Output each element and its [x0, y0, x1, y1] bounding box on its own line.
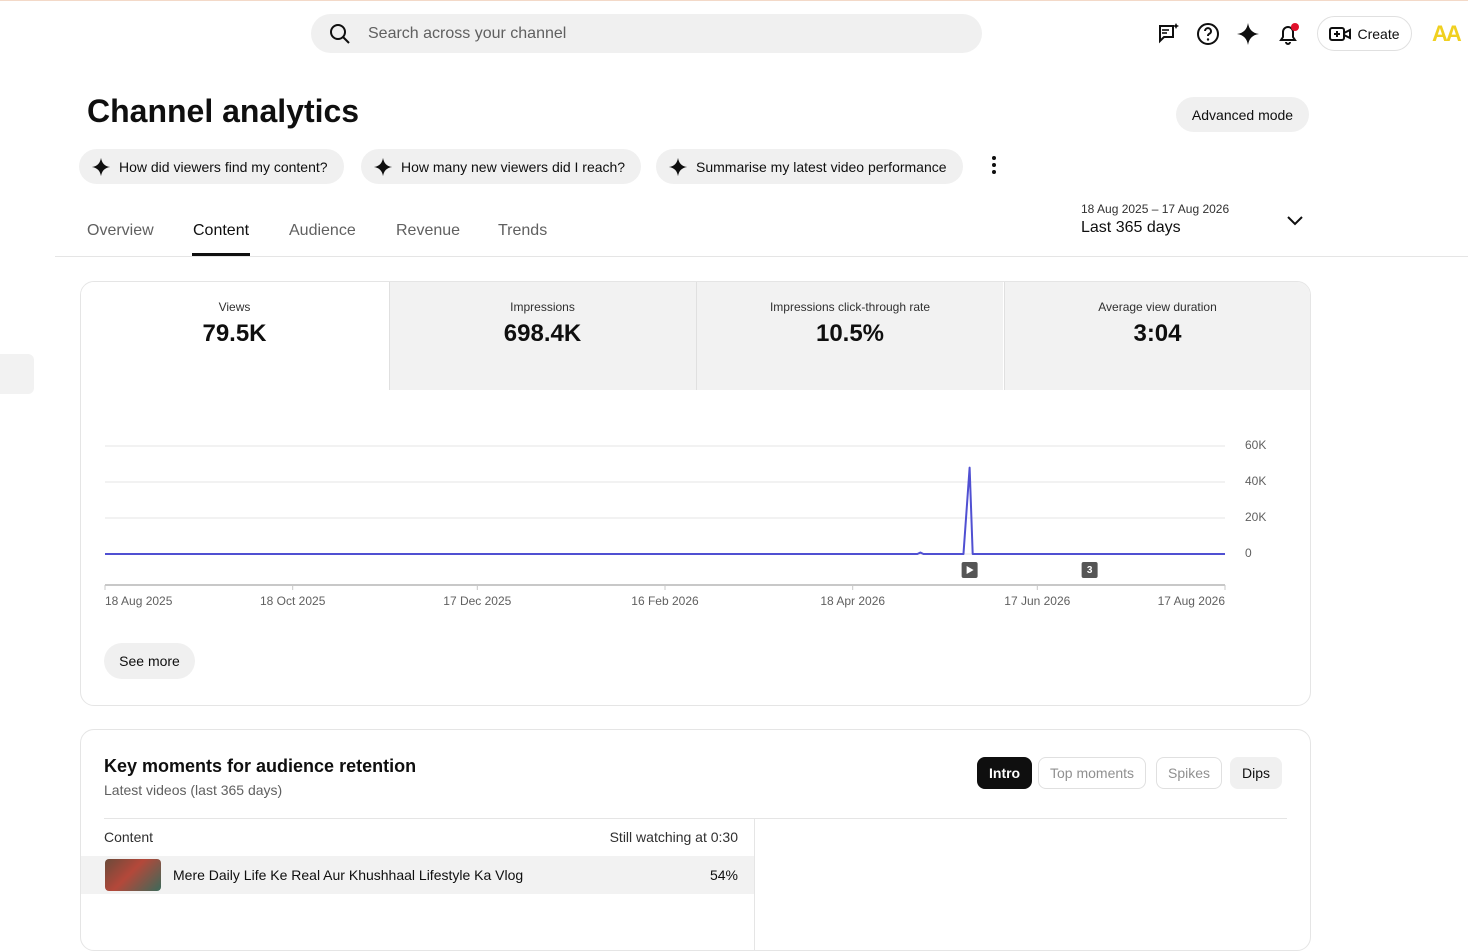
- filter-button[interactable]: Top moments: [1038, 757, 1147, 789]
- chart: 0 20K 40K 60K 18 Aug 2025 18 Oct 2025 17 Dec 2…: [104, 438, 1266, 608]
- metric-label: Impressions: [510, 300, 575, 314]
- page-title: Channel analytics: [87, 93, 360, 129]
- thumbnail: [105, 859, 161, 891]
- metric-value: 79.5K: [202, 320, 267, 347]
- create-button[interactable]: Create: [1317, 16, 1412, 51]
- suggestion-text: Summarise my latest video performance: [696, 158, 947, 175]
- suggestion-chip[interactable]: How many new viewers did I reach?: [361, 149, 642, 184]
- x-tick-label: 18 Oct 2025: [260, 594, 326, 608]
- suggestion-chip[interactable]: How did viewers find my content?: [79, 149, 344, 184]
- x-tick-label: 18 Aug 2025: [105, 594, 173, 608]
- x-tick-label: 17 Aug 2026: [1158, 594, 1226, 608]
- metric-tab[interactable]: Impressions click-through rate 10.5%: [696, 282, 1003, 390]
- column-header: Still watching at 0:30: [609, 829, 738, 845]
- y-tick-label: 20K: [1245, 510, 1266, 524]
- chip-icon: [373, 157, 393, 177]
- date-range-label[interactable]: Last 365 days: [1081, 219, 1181, 236]
- retention-subtitle: Latest videos (last 365 days): [104, 782, 283, 798]
- chip-icon: [668, 157, 688, 177]
- column-divider: [754, 819, 755, 950]
- retention-value: 54%: [709, 867, 738, 883]
- retention-title: Key moments for audience retention: [104, 756, 417, 776]
- tab[interactable]: Revenue: [396, 222, 461, 239]
- tab[interactable]: Audience: [289, 222, 356, 239]
- column-header: Content: [104, 829, 154, 845]
- metric-label: Average view duration: [1098, 300, 1217, 314]
- analytics-card: Views 79.5K Impressions 698.4K Impressions c…: [80, 281, 1311, 706]
- line-series: [105, 466, 1225, 555]
- advanced-mode-button[interactable]: Advanced mode: [1176, 97, 1309, 132]
- search-bar[interactable]: Search across your channel: [311, 14, 982, 53]
- y-tick-label: 40K: [1245, 474, 1266, 488]
- filter-button[interactable]: Spikes: [1156, 757, 1223, 789]
- metric-label: Impressions click-through rate: [769, 300, 931, 314]
- create-label: Create: [1357, 25, 1400, 42]
- y-tick-label: 60K: [1245, 438, 1266, 452]
- retention-card: Key moments for audience retention Lates…: [80, 729, 1311, 951]
- avatar[interactable]: AA: [1432, 21, 1462, 46]
- notifications-icon[interactable]: [1276, 22, 1300, 46]
- x-tick-label: 17 Dec 2025: [443, 594, 511, 608]
- ai-icon[interactable]: [1236, 22, 1260, 46]
- table-row[interactable]: Mere Daily Life Ke Real Aur Khushhaal Li…: [81, 856, 754, 894]
- metric-tab[interactable]: Average view duration 3:04: [1003, 282, 1310, 390]
- metric-label: Views: [218, 300, 251, 314]
- tab[interactable]: Content: [193, 222, 250, 239]
- table-rule: [104, 818, 1287, 819]
- x-tick-label: 18 Apr 2026: [820, 594, 885, 608]
- annotation-marker: [1081, 562, 1098, 578]
- search-placeholder: Search across your channel: [368, 25, 567, 42]
- filter-button[interactable]: Dips: [1230, 757, 1283, 789]
- date-dropdown-icon[interactable]: [1285, 213, 1305, 229]
- tab[interactable]: Trends: [498, 222, 548, 239]
- video-title: Mere Daily Life Ke Real Aur Khushhaal Li…: [173, 867, 524, 883]
- metric-tab[interactable]: Impressions 698.4K: [388, 282, 696, 390]
- more-icon[interactable]: [984, 153, 1004, 177]
- metric-tab[interactable]: Views 79.5K: [81, 282, 388, 390]
- date-range-dates: 18 Aug 2025 – 17 Aug 2026: [1081, 202, 1230, 216]
- chip-icon: [91, 157, 111, 177]
- feedback-icon[interactable]: [1156, 22, 1180, 46]
- tab[interactable]: Overview: [87, 222, 154, 239]
- metric-value: 10.5%: [815, 320, 885, 347]
- annotation-label: 3: [1087, 565, 1093, 576]
- y-tick-label: 0: [1245, 546, 1252, 560]
- create-icon: [1329, 26, 1352, 41]
- x-tick-label: 16 Feb 2026: [631, 594, 699, 608]
- x-tick-label: 17 Jun 2026: [1004, 594, 1070, 608]
- annotation-icon: [966, 566, 974, 574]
- suggestion-text: How did viewers find my content?: [119, 158, 328, 175]
- see-more-button[interactable]: See more: [104, 643, 195, 679]
- help-icon[interactable]: [1196, 22, 1220, 46]
- metric-value: 698.4K: [503, 320, 582, 347]
- side-handle[interactable]: [0, 354, 34, 394]
- metric-value: 3:04: [1133, 320, 1182, 347]
- filter-button[interactable]: Intro: [977, 757, 1033, 789]
- divider: [55, 256, 1468, 257]
- tab-underline: [192, 253, 250, 256]
- suggestion-chip[interactable]: Summarise my latest video performance: [656, 149, 963, 184]
- suggestion-text: How many new viewers did I reach?: [401, 158, 626, 175]
- search-icon: [330, 24, 350, 44]
